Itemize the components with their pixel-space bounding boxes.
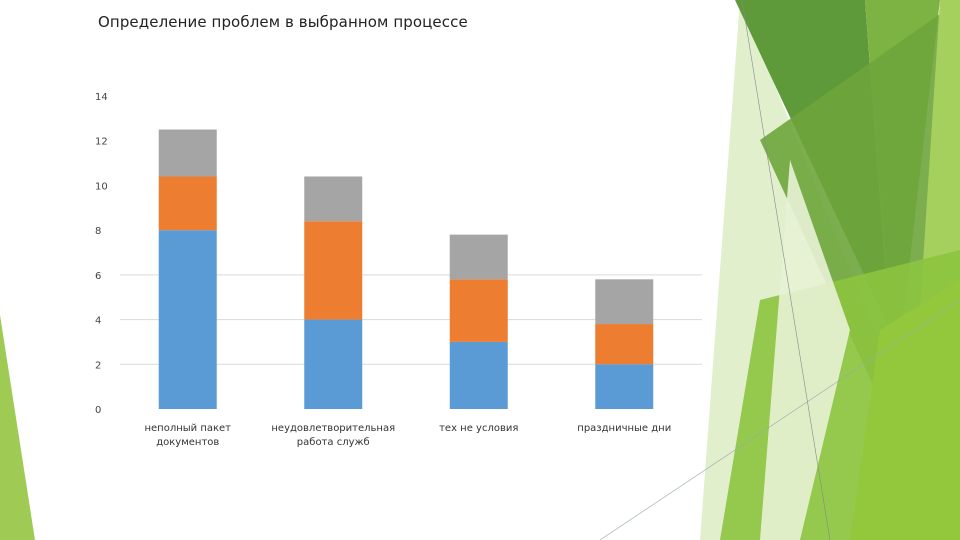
- bar-segment: [595, 364, 654, 409]
- y-tick-label: 4: [95, 316, 101, 327]
- bar-segment: [449, 279, 508, 342]
- y-tick-label: 2: [95, 360, 101, 371]
- bar-segment: [304, 176, 363, 222]
- y-tick-label: 0: [95, 405, 101, 416]
- deco-left-triangle: [0, 315, 35, 540]
- y-tick-label: 8: [95, 226, 101, 237]
- bar-segment: [595, 279, 654, 325]
- bar-segment: [158, 230, 217, 409]
- x-category-label: работа служб: [297, 437, 370, 448]
- x-category-label: тех не условия: [439, 423, 518, 434]
- x-category-label: неполный пакет: [144, 423, 231, 434]
- y-tick-label: 6: [95, 271, 101, 282]
- y-axis-ticks: 0 2 4 6 8 10 12 14: [95, 92, 108, 416]
- x-category-label: неудовлетворительная: [271, 423, 395, 434]
- bar-segment: [449, 341, 508, 409]
- bar-segment: [449, 234, 508, 280]
- deco-bright-triangle: [850, 280, 960, 540]
- bar-segment: [304, 221, 363, 320]
- y-tick-label: 12: [95, 137, 108, 148]
- x-category-label: документов: [156, 437, 219, 448]
- slide-title: Определение проблем в выбранном процессе: [98, 13, 468, 31]
- x-category-label: праздничные дни: [577, 423, 671, 434]
- y-tick-label: 14: [95, 92, 108, 103]
- bar-segment: [595, 324, 654, 365]
- bars: [158, 129, 654, 409]
- deco-pale-sliver: [760, 160, 850, 540]
- bar-segment: [304, 319, 363, 409]
- x-axis-labels: неполный пакет документов неудовлетворител…: [144, 423, 671, 448]
- deco-line-2: [599, 299, 960, 540]
- deco-line-1: [741, 0, 831, 540]
- bar-segment: [158, 129, 217, 177]
- bar-segment: [158, 176, 217, 231]
- y-tick-label: 10: [95, 181, 108, 192]
